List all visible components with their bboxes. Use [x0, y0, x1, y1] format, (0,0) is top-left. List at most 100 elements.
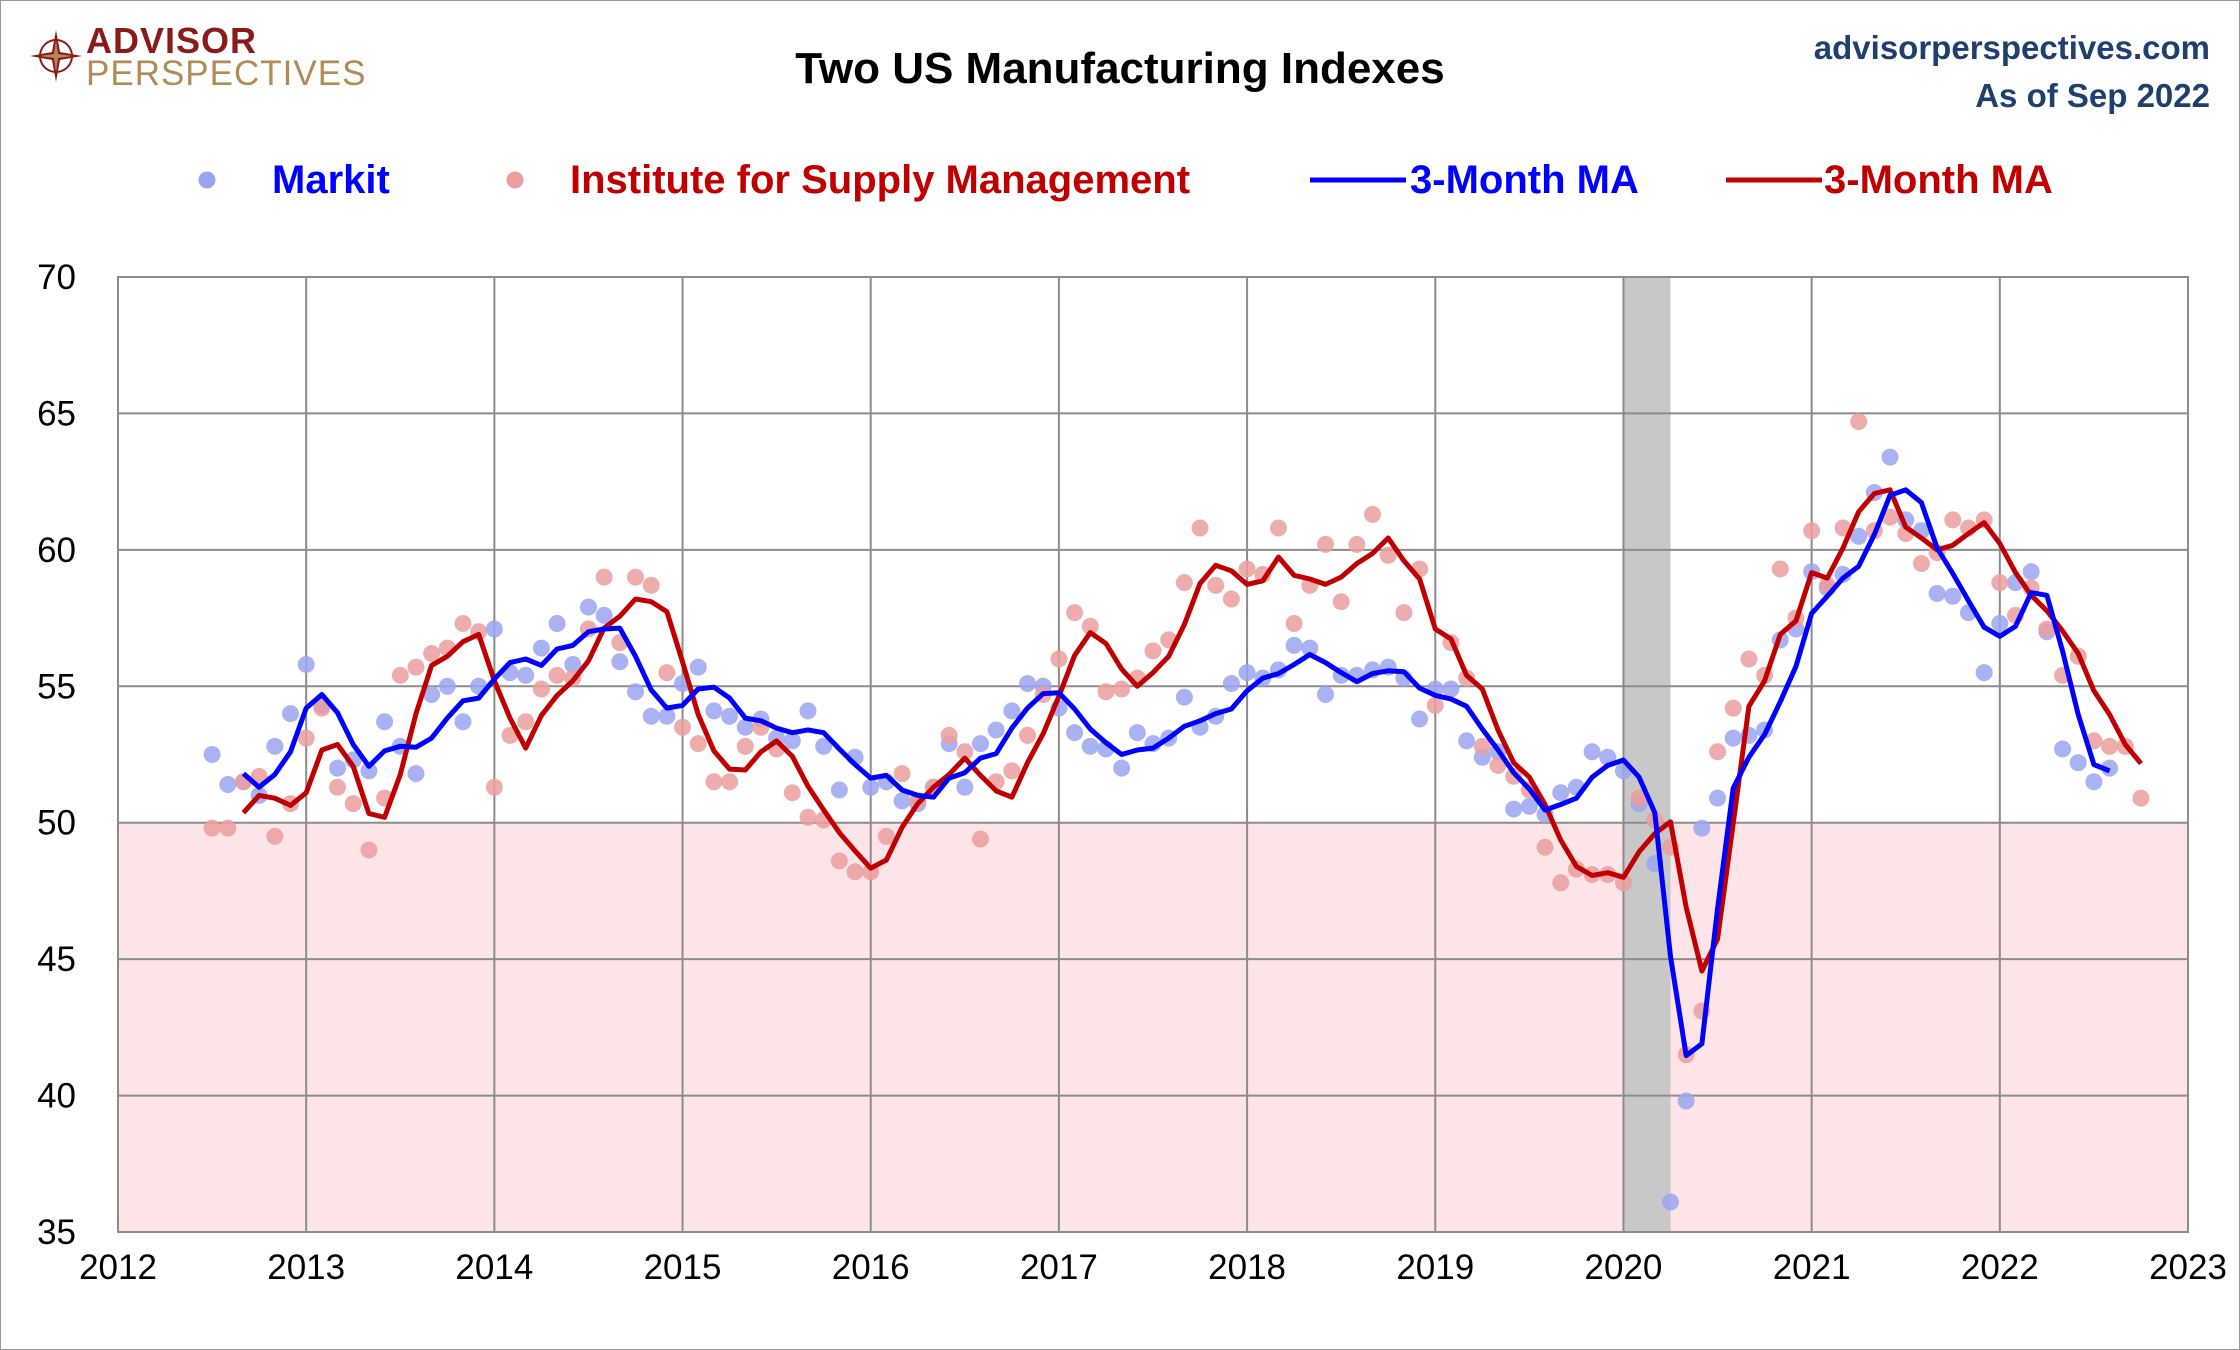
markit-data-point [203, 746, 221, 763]
ism-data-point [1395, 604, 1413, 622]
site-info: advisorperspectives.com As of Sep 2022 [1814, 24, 2210, 120]
markit-data-point [1411, 710, 1429, 728]
markit-data-point [1238, 664, 1256, 682]
compass-star-icon [30, 30, 82, 82]
ism-data-point [1207, 576, 1225, 594]
ism-data-point [846, 863, 864, 881]
ism-data-point [830, 852, 848, 870]
markit-data-point [564, 655, 582, 673]
y-tick-label: 50 [37, 804, 76, 843]
legend-ism-dot [506, 171, 524, 189]
site-url[interactable]: advisorperspectives.com [1813, 29, 2210, 66]
markit-data-point [627, 683, 644, 701]
markit-data-point [611, 653, 629, 671]
markit-data-point [1991, 615, 2009, 633]
ism-data-point [956, 743, 974, 761]
y-tick-label: 55 [37, 667, 76, 706]
ism-data-point [423, 645, 441, 663]
ism-3-month-ma-line [241, 487, 2143, 974]
markit-data-point [893, 792, 911, 810]
ism-data-point [203, 819, 221, 837]
ism-data-point [658, 664, 676, 682]
ism-data-point [972, 830, 989, 848]
ism-data-point [1081, 617, 1099, 635]
markit-data-point [705, 702, 723, 720]
ism-data-point [1740, 650, 1758, 668]
ism-data-point [1050, 650, 1068, 668]
markit-data-point [1285, 636, 1303, 654]
ism-data-point [532, 680, 550, 698]
ism-data-point [1332, 593, 1350, 611]
legend-label: 3-Month MA [1410, 158, 1639, 202]
ism-data-point [1803, 522, 1821, 540]
markit-data-point [2022, 563, 2040, 581]
ism-data-point [1238, 560, 1256, 578]
markit-data-point [1505, 800, 1523, 818]
markit-data-point [658, 707, 676, 725]
markit-data-point [579, 598, 597, 616]
ism-data-point [1630, 789, 1648, 807]
ism-data-point [329, 778, 347, 796]
ism-data-point [391, 666, 409, 684]
markit-data-point [266, 737, 284, 755]
markit-data-point [1975, 664, 1993, 682]
ism-data-point [2038, 620, 2056, 638]
x-tick-label: 2014 [455, 1248, 533, 1287]
markit-data-point [1128, 724, 1146, 742]
markit-data-point [642, 707, 660, 725]
contraction-zone [118, 822, 2188, 1232]
markit-data-point [1709, 789, 1727, 807]
ism-data-point [736, 737, 754, 755]
markit-data-point [1693, 819, 1711, 837]
ism-data-point [877, 827, 895, 845]
ism-data-point [1426, 696, 1444, 714]
legend-label: Markit [272, 158, 390, 202]
logo-text-top: ADVISOR [86, 20, 258, 61]
ism-data-point [1912, 555, 1930, 572]
ism-data-point [1850, 413, 1868, 431]
ism-data-point [517, 713, 535, 731]
ism-data-point [219, 819, 237, 837]
ism-data-point [1724, 699, 1742, 717]
markit-data-point [987, 721, 1005, 739]
x-tick-label: 2012 [79, 1248, 157, 1287]
markit-data-point [956, 778, 974, 796]
markit-data-point [1552, 784, 1570, 802]
x-tick-label: 2016 [832, 1248, 910, 1287]
ism-data-point [1191, 519, 1209, 537]
ism-data-point [2101, 737, 2119, 755]
legend-label: Institute for Supply Management [570, 158, 1190, 202]
ism-data-point [1536, 838, 1554, 856]
markit-data-point [1019, 675, 1037, 693]
markit-data-point [329, 759, 347, 777]
ism-data-point [689, 735, 707, 753]
ism-data-point [454, 615, 472, 633]
markit-data-point [454, 713, 472, 731]
ism-data-point [1552, 874, 1570, 892]
markit-data-point [799, 702, 817, 720]
y-tick-label: 35 [37, 1213, 76, 1252]
as-of-date: As of Sep 2022 [1975, 77, 2210, 114]
recession-band [1623, 277, 1671, 1232]
markit-data-point [736, 718, 754, 736]
ism-data-point [1881, 508, 1899, 526]
plot-border [117, 276, 2189, 1233]
chart-title: Two US Manufacturing Indexes [795, 44, 1445, 93]
markit-data-point [423, 685, 441, 703]
x-tick-label: 2013 [267, 1248, 345, 1287]
y-tick-label: 70 [37, 258, 76, 297]
markit-data-point [1881, 448, 1899, 466]
ism-data-point [1066, 604, 1084, 622]
markit-data-point [1520, 797, 1538, 815]
markit-data-point [1222, 675, 1240, 693]
markit-data-point [1317, 685, 1334, 703]
markit-data-point [2101, 759, 2119, 777]
ism-data-point [783, 784, 801, 802]
ism-data-point [1473, 737, 1491, 755]
markit-data-point [783, 732, 801, 750]
markit-data-point [282, 705, 299, 723]
markit-data-point [407, 765, 425, 783]
ism-data-point [627, 568, 644, 586]
markit-data-point [1583, 743, 1601, 761]
